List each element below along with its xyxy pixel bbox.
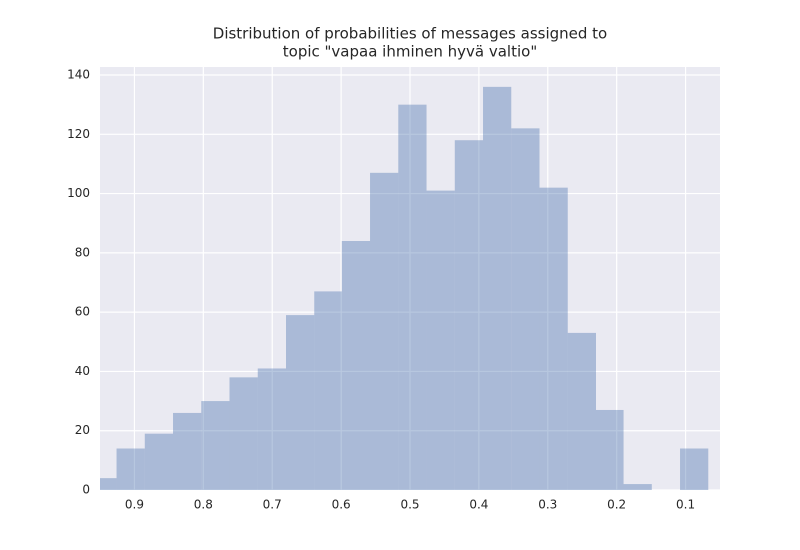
y-tick-label: 140 — [67, 68, 90, 82]
chart-title: Distribution of probabilities of message… — [213, 25, 607, 43]
x-tick-label: 0.2 — [607, 498, 626, 512]
bar — [680, 448, 709, 490]
bar — [483, 86, 512, 490]
y-tick-label: 20 — [75, 423, 90, 437]
x-tick-label: 0.5 — [400, 498, 419, 512]
chart-title: topic "vapaa ihminen hyvä valtio" — [283, 43, 537, 61]
y-tick-label: 120 — [67, 127, 90, 141]
x-tick-label: 0.4 — [469, 498, 488, 512]
bar — [229, 377, 258, 490]
bar — [596, 409, 624, 490]
x-tick-label: 0.1 — [676, 498, 695, 512]
bars — [100, 86, 709, 490]
bar — [100, 478, 117, 490]
bar — [511, 128, 540, 490]
x-tick-label: 0.6 — [332, 498, 351, 512]
x-tick-label: 0.8 — [194, 498, 213, 512]
bar — [370, 172, 399, 490]
x-tick-label: 0.7 — [263, 498, 282, 512]
bar — [623, 484, 652, 490]
y-tick-label: 100 — [67, 186, 90, 200]
x-tick-label: 0.3 — [538, 498, 557, 512]
x-tick-label: 0.9 — [125, 498, 144, 512]
bar — [398, 104, 427, 490]
bar — [116, 448, 145, 490]
bar — [341, 241, 371, 490]
bar — [286, 315, 315, 490]
bar — [539, 187, 568, 490]
y-tick-label: 80 — [75, 245, 90, 259]
bar — [314, 291, 342, 490]
y-tick-label: 0 — [82, 483, 90, 497]
y-tick-label: 60 — [75, 305, 90, 319]
bar — [257, 368, 286, 490]
bar — [144, 433, 174, 490]
grid — [100, 67, 720, 491]
bar — [173, 412, 202, 490]
bar — [567, 332, 596, 490]
bar — [426, 190, 455, 490]
y-tick-label: 40 — [75, 364, 90, 378]
bar — [201, 401, 230, 490]
bar — [454, 140, 484, 490]
